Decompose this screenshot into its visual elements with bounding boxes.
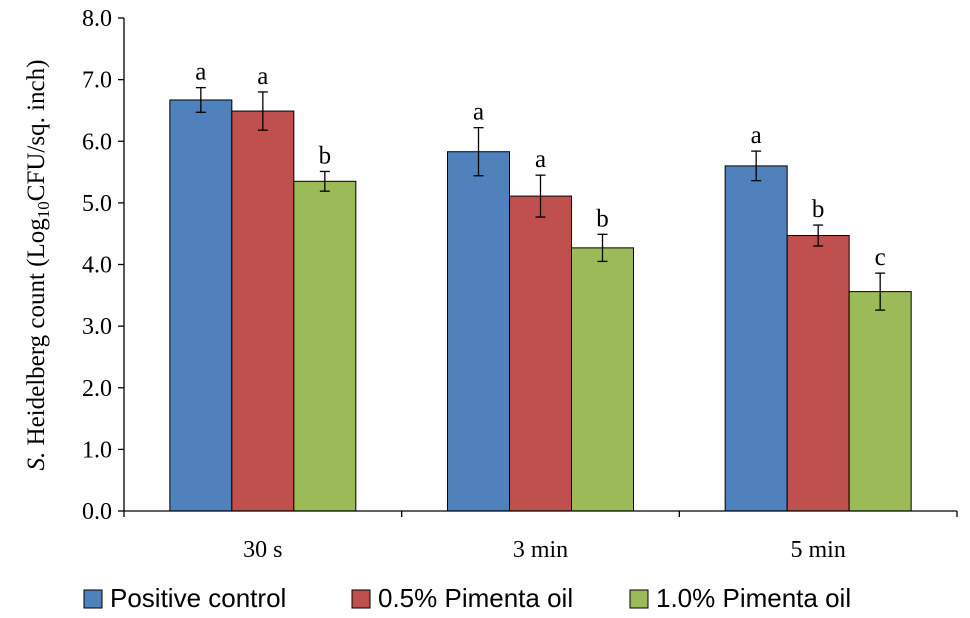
y-tick-label: 6.0 [82, 129, 112, 155]
y-tick-label: 5.0 [82, 191, 112, 217]
bar [293, 180, 357, 512]
y-tick-label: 7.0 [82, 68, 112, 94]
bar [848, 291, 912, 512]
significance-label: a [195, 59, 206, 86]
legend-swatch [83, 589, 103, 609]
legend-label: 0.5% Pimenta oil [378, 583, 573, 613]
legend-label: Positive control [110, 583, 286, 613]
significance-label: a [473, 99, 484, 126]
x-tick-label: 3 min [513, 537, 568, 563]
bar [571, 247, 634, 512]
bar [724, 165, 788, 512]
bar [786, 235, 850, 512]
y-tick-label: 8.0 [82, 6, 112, 32]
plot-area: a a a a a b b b c 0.0 1.0 2.0 3.0 4.0 5.0 6.0 7.0 8.0 30 s… [82, 6, 958, 563]
significance-label: a [535, 146, 546, 173]
significance-label: a [257, 63, 268, 90]
legend-swatch [351, 589, 371, 609]
y-tick-label: 2.0 [82, 376, 112, 402]
y-axis-label-tail: CFU/sq. inch) [23, 60, 50, 202]
y-axis-label-italic: S. [23, 452, 50, 471]
bar [447, 151, 510, 512]
legend-label: 1.0% Pimenta oil [656, 583, 851, 613]
y-tick-label: 1.0 [82, 437, 112, 463]
y-tick-label: 3.0 [82, 314, 112, 340]
significance-label: c [875, 244, 886, 271]
y-axis-label-subscript: 10 [34, 201, 53, 218]
bar [231, 110, 295, 512]
y-tick-label: 0.0 [82, 499, 112, 525]
significance-label: b [319, 142, 332, 169]
legend-swatch [629, 589, 649, 609]
x-tick-label: 5 min [790, 537, 845, 563]
significance-label: b [812, 196, 825, 223]
bar [509, 195, 572, 512]
y-tick-label: 4.0 [82, 253, 112, 279]
y-axis-label-main: Heidelberg count (Log [23, 218, 50, 452]
legend: Positive control 0.5% Pimenta oil 1.0% Pim… [83, 583, 851, 613]
significance-label: b [596, 205, 609, 232]
significance-label: a [751, 122, 762, 149]
x-tick-label: 30 s [243, 537, 282, 563]
y-axis-label: S. Heidelberg count (Log10CFU/sq. inch) [23, 60, 53, 471]
svg-text:S. Heidelberg count (Log10CFU/: S. Heidelberg count (Log10CFU/sq. inch) [23, 60, 53, 471]
bar [169, 99, 233, 512]
